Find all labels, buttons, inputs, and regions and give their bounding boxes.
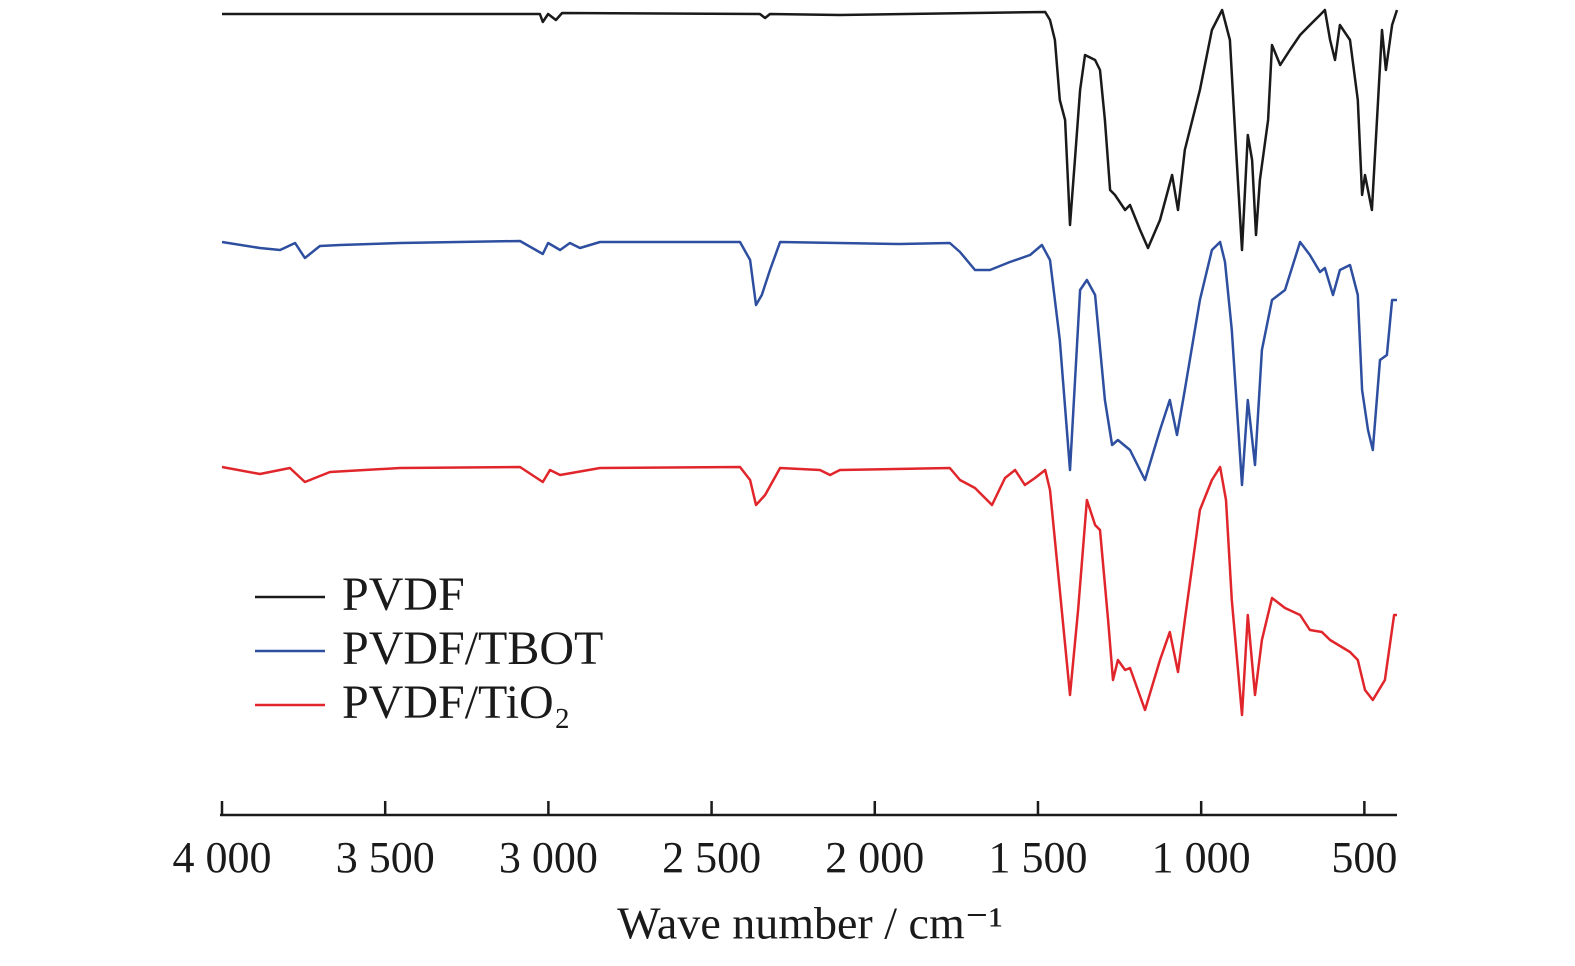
x-tick-label: 2 500 [662,833,761,882]
x-tick-label: 1 500 [988,833,1087,882]
legend-label: PVDF/TiO₂ [342,676,570,729]
x-tick-label: 4 000 [173,833,272,882]
x-tick-label: 3 500 [336,833,435,882]
legend-label: PVDF [342,568,465,621]
x-tick-label: 1 000 [1152,833,1251,882]
spectrum-line [221,465,1397,717]
spectrum-line [222,8,1399,252]
x-axis-title: Wave number / cm⁻¹ [617,898,1003,949]
x-tick-label: 500 [1331,833,1397,882]
x-tick-label: 2 000 [825,833,924,882]
legend-label: PVDF/TBOT [342,622,603,675]
x-tick-label: 3 000 [499,833,598,882]
spectrum-line [221,239,1397,487]
